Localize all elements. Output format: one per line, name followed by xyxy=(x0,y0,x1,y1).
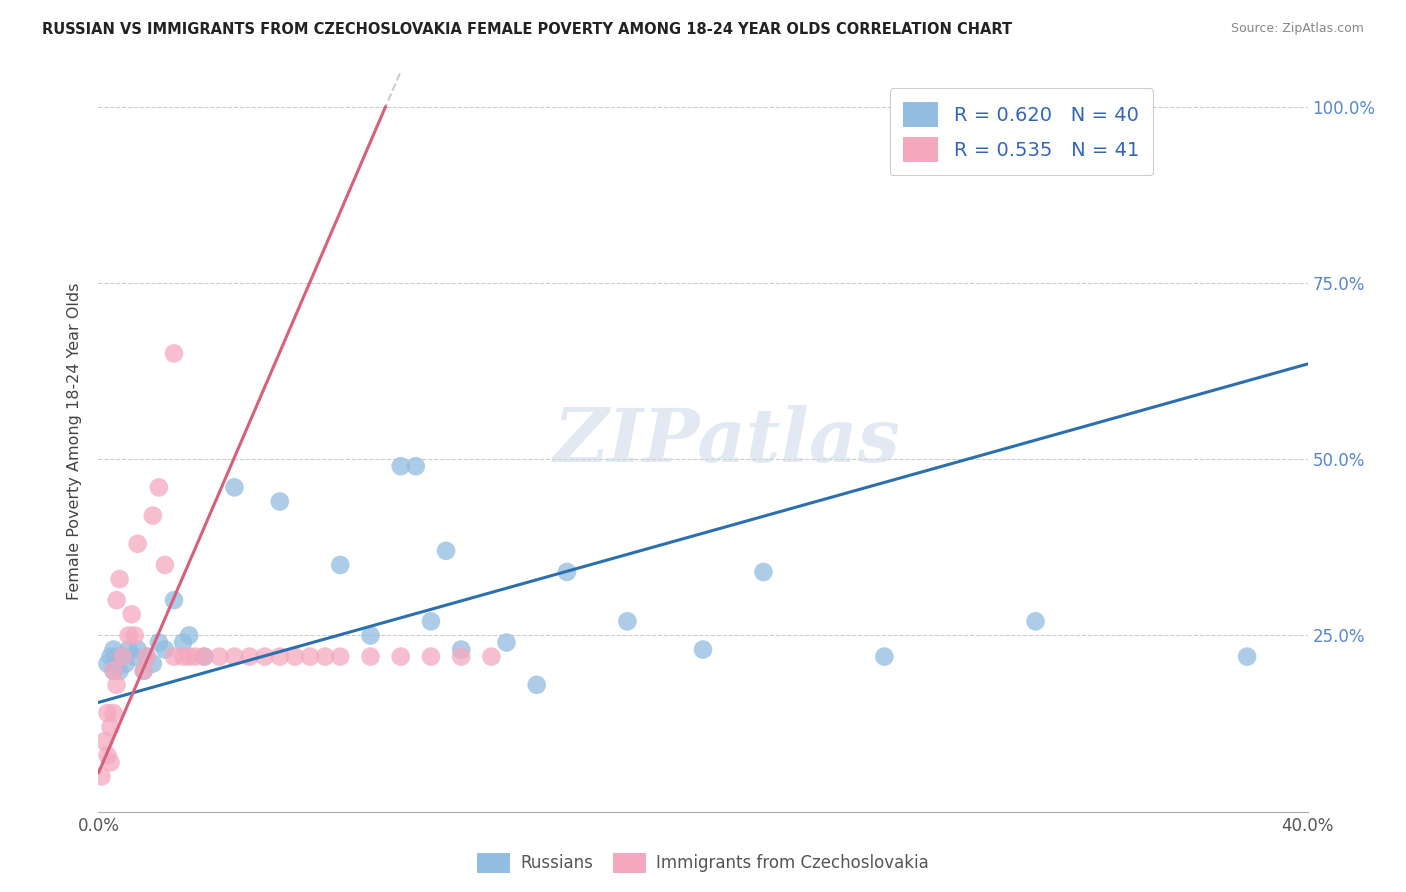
Point xyxy=(269,494,291,508)
Point xyxy=(284,649,307,664)
Point xyxy=(329,558,352,572)
Point xyxy=(389,459,412,474)
Point xyxy=(103,664,125,678)
Point xyxy=(526,678,548,692)
Point xyxy=(329,649,352,664)
Legend: R = 0.620   N = 40, R = 0.535   N = 41: R = 0.620 N = 40, R = 0.535 N = 41 xyxy=(890,88,1153,176)
Point xyxy=(314,649,336,664)
Point xyxy=(420,615,443,629)
Point xyxy=(360,628,382,642)
Point xyxy=(434,544,457,558)
Legend: Russians, Immigrants from Czechoslovakia: Russians, Immigrants from Czechoslovakia xyxy=(470,847,936,880)
Point xyxy=(90,769,112,783)
Point xyxy=(389,649,412,664)
Point xyxy=(184,649,207,664)
Point xyxy=(179,649,201,664)
Point xyxy=(111,649,134,664)
Point xyxy=(132,664,155,678)
Point xyxy=(269,649,291,664)
Text: Source: ZipAtlas.com: Source: ZipAtlas.com xyxy=(1230,22,1364,36)
Point xyxy=(239,649,262,664)
Point xyxy=(124,649,146,664)
Point xyxy=(96,748,118,763)
Point xyxy=(495,635,517,649)
Point xyxy=(153,558,176,572)
Point xyxy=(360,649,382,664)
Point xyxy=(142,657,165,671)
Point xyxy=(692,642,714,657)
Point xyxy=(253,649,276,664)
Point xyxy=(163,649,186,664)
Point xyxy=(420,649,443,664)
Point xyxy=(100,649,122,664)
Point xyxy=(299,649,322,664)
Point xyxy=(135,649,157,664)
Point xyxy=(873,649,896,664)
Point xyxy=(153,642,176,657)
Point xyxy=(555,565,578,579)
Point xyxy=(193,649,215,664)
Point xyxy=(127,642,149,657)
Point xyxy=(135,649,157,664)
Point xyxy=(142,508,165,523)
Point xyxy=(105,649,128,664)
Point xyxy=(103,642,125,657)
Point xyxy=(163,346,186,360)
Point xyxy=(127,537,149,551)
Point xyxy=(100,756,122,770)
Point xyxy=(148,635,170,649)
Point xyxy=(405,459,427,474)
Point xyxy=(103,706,125,720)
Point xyxy=(481,649,503,664)
Point xyxy=(103,664,125,678)
Point xyxy=(108,572,131,586)
Point xyxy=(111,649,134,664)
Point xyxy=(172,649,194,664)
Point xyxy=(224,480,246,494)
Point xyxy=(616,615,638,629)
Point xyxy=(450,642,472,657)
Point xyxy=(752,565,775,579)
Point xyxy=(100,720,122,734)
Point xyxy=(105,657,128,671)
Point xyxy=(1024,615,1046,629)
Point xyxy=(105,593,128,607)
Point xyxy=(179,628,201,642)
Point xyxy=(224,649,246,664)
Point xyxy=(124,628,146,642)
Point xyxy=(121,607,143,622)
Point xyxy=(208,649,231,664)
Point xyxy=(105,678,128,692)
Point xyxy=(172,635,194,649)
Text: ZIPatlas: ZIPatlas xyxy=(554,405,901,478)
Point xyxy=(118,628,141,642)
Text: RUSSIAN VS IMMIGRANTS FROM CZECHOSLOVAKIA FEMALE POVERTY AMONG 18-24 YEAR OLDS C: RUSSIAN VS IMMIGRANTS FROM CZECHOSLOVAKI… xyxy=(42,22,1012,37)
Point xyxy=(108,664,131,678)
Point xyxy=(450,649,472,664)
Point xyxy=(193,649,215,664)
Point xyxy=(93,734,115,748)
Point xyxy=(96,657,118,671)
Point xyxy=(132,664,155,678)
Point xyxy=(163,593,186,607)
Point xyxy=(148,480,170,494)
Point xyxy=(114,657,136,671)
Point xyxy=(118,642,141,657)
Point xyxy=(1236,649,1258,664)
Y-axis label: Female Poverty Among 18-24 Year Olds: Female Poverty Among 18-24 Year Olds xyxy=(67,283,83,600)
Point xyxy=(96,706,118,720)
